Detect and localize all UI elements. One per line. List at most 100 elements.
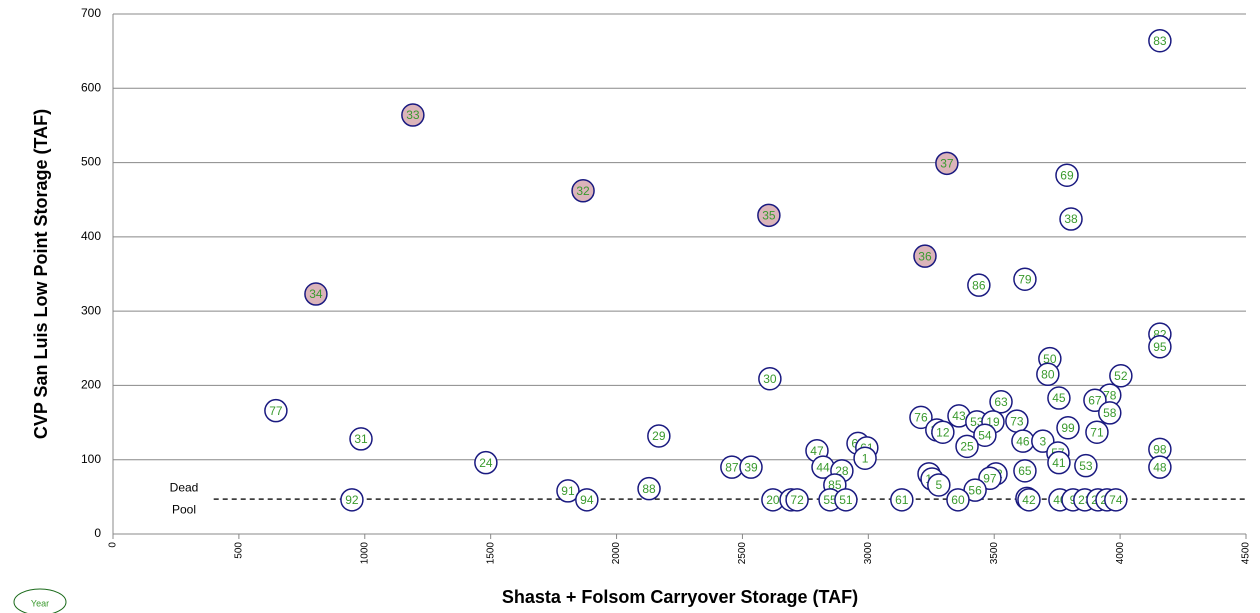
point (989, 390, 1013, 414)
point-label: 29 (652, 429, 666, 443)
point-label: 83 (1153, 34, 1167, 48)
point (1148, 455, 1172, 479)
point (913, 244, 937, 268)
x-tick-label: 500 (234, 542, 245, 559)
point-label: 65 (1018, 464, 1032, 478)
point (1036, 362, 1060, 387)
point-label: 48 (1153, 460, 1167, 474)
point-label: 79 (1018, 272, 1032, 286)
y-tick-label: 300 (81, 303, 101, 317)
point (931, 420, 955, 444)
point-label: 46 (1016, 434, 1030, 448)
point (853, 446, 877, 470)
point-label: 32 (576, 184, 590, 198)
x-axis-title: Shasta + Folsom Carryover Storage (TAF) (502, 587, 858, 607)
point-label: 54 (978, 428, 992, 442)
point-label: 39 (744, 460, 758, 474)
point (1059, 207, 1083, 231)
point (1013, 267, 1037, 291)
point-label: 52 (1114, 369, 1128, 383)
point-label: 24 (479, 456, 493, 470)
point-label: 34 (309, 287, 323, 301)
point-label: 47 (810, 444, 824, 458)
y-tick-label: 0 (94, 526, 101, 540)
point-label: 25 (960, 440, 974, 454)
point (571, 179, 595, 203)
x-tick-label: 0 (108, 542, 119, 548)
point (647, 424, 671, 448)
point-label: 99 (1061, 421, 1075, 435)
dead-pool-label: Dead (170, 480, 199, 494)
x-tick-label: 4500 (1241, 542, 1252, 565)
point-label: 20 (766, 493, 780, 507)
point (575, 488, 599, 512)
y-tick-label: 100 (81, 452, 101, 466)
point (1017, 488, 1041, 512)
point (758, 366, 782, 391)
point (946, 488, 970, 512)
point (1047, 386, 1071, 410)
point-label: 58 (1103, 406, 1117, 420)
point-label: 73 (1010, 414, 1024, 428)
point-label: 92 (345, 493, 359, 507)
point (556, 479, 580, 503)
point-label: 50 (1043, 352, 1057, 366)
point (1109, 364, 1133, 388)
point-label: 94 (580, 493, 594, 507)
point (1013, 459, 1037, 483)
point-label: 33 (406, 108, 420, 122)
point-label: 12 (936, 425, 950, 439)
y-axis-title: CVP San Luis Low Point Storage (TAF) (31, 109, 51, 439)
point-label: 67 (1088, 393, 1102, 407)
point-label: 43 (952, 409, 966, 423)
point-label: 71 (1090, 425, 1104, 439)
point (340, 488, 364, 512)
point-label: 95 (1153, 340, 1167, 354)
point-label: 88 (642, 482, 656, 496)
point-label: 97 (983, 471, 997, 485)
point (1055, 163, 1079, 187)
x-tick-label: 2000 (611, 542, 622, 565)
y-tick-label: 400 (81, 229, 101, 243)
point (1104, 488, 1128, 512)
point-label: 86 (972, 278, 986, 292)
point (1148, 335, 1172, 359)
point (474, 450, 498, 475)
point (935, 151, 959, 176)
point (304, 282, 328, 306)
point-label: 5 (935, 478, 942, 492)
point-label: 55 (823, 493, 837, 507)
point-label: 77 (269, 404, 283, 418)
point (955, 434, 979, 459)
point (757, 203, 781, 228)
point-label: 37 (940, 156, 954, 170)
point (1085, 420, 1109, 444)
point-label: 51 (839, 493, 853, 507)
y-tick-label: 600 (81, 80, 101, 94)
point (909, 405, 933, 430)
legend-label: Year (31, 598, 49, 608)
point-label: 63 (994, 395, 1008, 409)
point-label: 72 (790, 493, 804, 507)
point-label: 45 (1052, 391, 1066, 405)
point (1083, 388, 1107, 413)
point-label: 53 (1079, 459, 1093, 473)
point-label: 36 (918, 249, 932, 263)
legend-marker (13, 588, 67, 613)
point-label: 31 (354, 432, 368, 446)
point (1056, 416, 1080, 440)
point-label: 41 (1052, 456, 1066, 470)
dead-pool-label: Pool (172, 502, 196, 516)
point (739, 455, 763, 479)
point-label: 74 (1109, 493, 1123, 507)
point (1047, 450, 1071, 475)
point (967, 273, 991, 297)
point-label: 44 (816, 460, 830, 474)
point-label: 1 (862, 451, 869, 465)
point (1098, 401, 1122, 425)
point (349, 427, 373, 451)
x-tick-label: 4000 (1115, 542, 1126, 565)
point (1074, 453, 1098, 478)
point (1148, 28, 1172, 53)
point-label: 38 (1064, 212, 1078, 226)
